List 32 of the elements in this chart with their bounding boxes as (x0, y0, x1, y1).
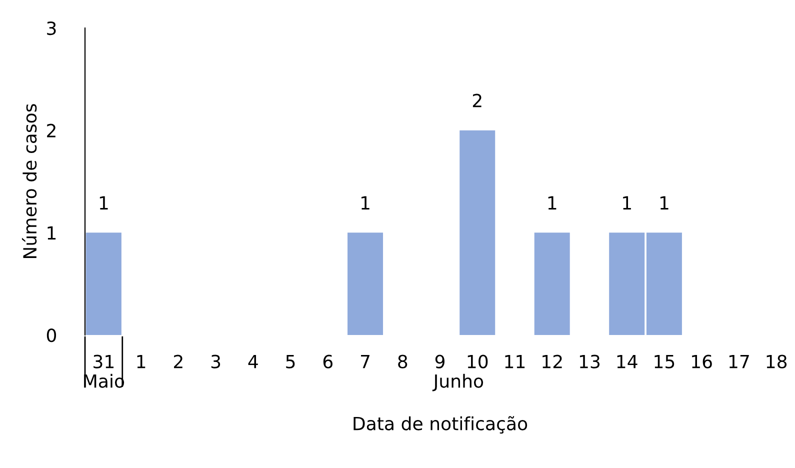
x-tick-label: 10 (468, 354, 488, 368)
x-tick-label: 16 (692, 354, 712, 368)
x-tick-label: 15 (654, 355, 674, 368)
y-tick-label: 2 (47, 124, 56, 138)
x-tick-label: 14 (617, 355, 638, 368)
x-tick-label: 11 (505, 355, 525, 368)
x-tick-label: 1 (137, 355, 146, 368)
y-axis-title: Número de casos (22, 104, 37, 258)
x-tick-label: 13 (580, 354, 600, 368)
data-label: 1 (100, 196, 108, 210)
x-tick-label: 3 (211, 354, 220, 368)
x-tick-label: 12 (542, 354, 562, 368)
data-label: 1 (548, 196, 556, 210)
x-axis-title: Data de notificação (354, 416, 528, 434)
x-tick-label: 2 (174, 354, 182, 368)
data-label: 1 (362, 196, 370, 210)
y-tick-label: 1 (48, 226, 56, 240)
x-tick-label: 6 (323, 354, 332, 368)
x-tick-label: 17 (729, 355, 749, 368)
x-tick-label: 9 (435, 354, 444, 368)
y-tick-label: 0 (46, 328, 56, 342)
data-label: 1 (623, 196, 631, 210)
x-tick-label: 18 (766, 354, 787, 368)
text: Junho (432, 374, 484, 392)
data-label: 2 (472, 94, 482, 108)
x-tick-label: 5 (286, 355, 295, 368)
x-tick-label: 8 (398, 354, 408, 368)
x-tick-label: 7 (361, 355, 370, 368)
x-tick-label: 4 (248, 355, 258, 368)
data-label: 1 (660, 196, 668, 210)
y-tick-label: 3 (47, 21, 56, 36)
x-tick-label: 31 (94, 354, 114, 368)
